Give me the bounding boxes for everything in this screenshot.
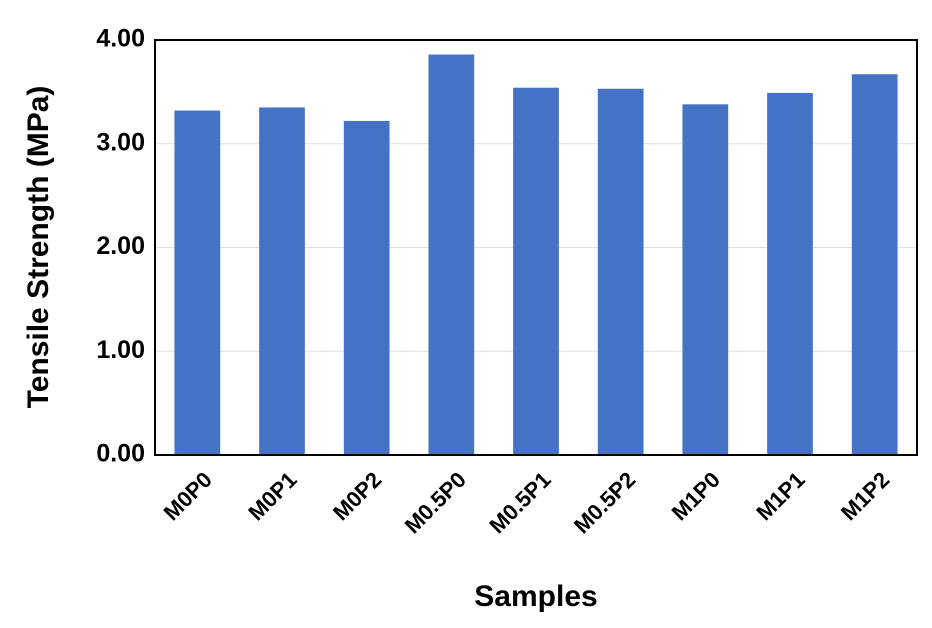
bar — [259, 107, 305, 455]
bar — [428, 54, 475, 456]
plot-border — [154, 39, 918, 456]
y-tick-label: 1.00 — [96, 336, 145, 364]
x-tick-label: M0P1 — [243, 467, 301, 525]
x-tick-label: M0P2 — [328, 467, 386, 525]
y-tick-label: 3.00 — [96, 128, 145, 156]
y-tick-label: 2.00 — [96, 232, 145, 260]
y-tick-label: 0.00 — [96, 440, 145, 468]
bar — [343, 120, 390, 456]
bar — [767, 92, 813, 455]
x-tick-label: M0.5P2 — [569, 467, 640, 538]
y-axis-title: Tensile Strength (MPa) — [22, 86, 55, 409]
bar — [513, 87, 559, 455]
x-tick-label: M0P0 — [159, 467, 217, 525]
bar — [851, 74, 898, 456]
y-tick-label: 4.00 — [96, 25, 145, 53]
x-tick-label: M1P2 — [836, 467, 894, 525]
x-tick-label: M0.5P1 — [484, 467, 555, 538]
x-axis-title: Samples — [474, 580, 597, 613]
x-tick-label: M0.5P0 — [400, 467, 471, 538]
bar — [174, 110, 221, 456]
x-tick-label: M1P1 — [751, 467, 809, 525]
bar — [597, 88, 644, 455]
bar — [682, 104, 729, 455]
x-tick-label: M1P0 — [667, 467, 725, 525]
